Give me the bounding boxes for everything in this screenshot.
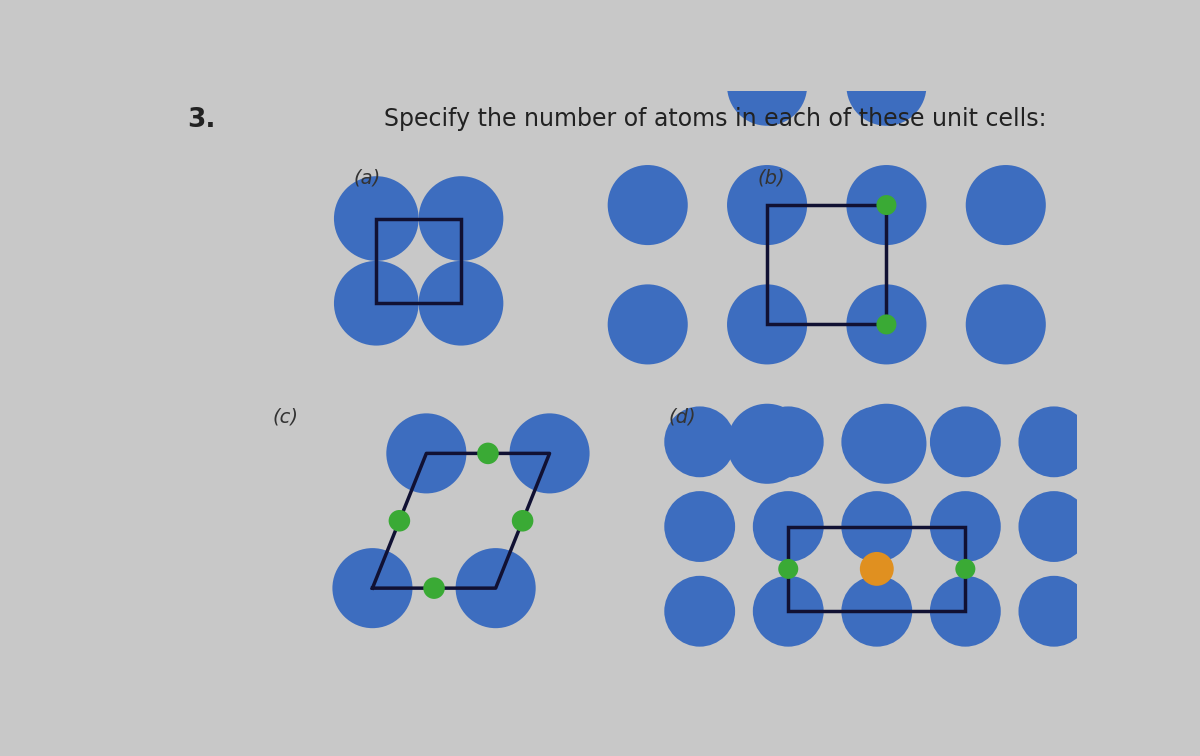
Circle shape <box>841 576 912 646</box>
Circle shape <box>727 284 808 364</box>
Text: (d): (d) <box>668 407 696 426</box>
Text: (c): (c) <box>272 407 299 426</box>
Circle shape <box>779 559 798 579</box>
Bar <box>788 526 965 612</box>
Circle shape <box>752 407 823 477</box>
Circle shape <box>512 510 533 531</box>
Circle shape <box>334 176 419 261</box>
Circle shape <box>607 284 688 364</box>
Circle shape <box>966 165 1046 245</box>
Text: (b): (b) <box>757 169 785 187</box>
Circle shape <box>841 491 912 562</box>
Circle shape <box>860 552 894 586</box>
Circle shape <box>955 559 976 579</box>
Circle shape <box>930 407 1001 477</box>
Circle shape <box>1019 491 1090 562</box>
Circle shape <box>510 414 589 494</box>
Text: (a): (a) <box>353 169 380 187</box>
Circle shape <box>419 261 503 345</box>
Circle shape <box>846 404 926 484</box>
Text: Specify the number of atoms in each of these unit cells:: Specify the number of atoms in each of t… <box>384 107 1046 131</box>
Circle shape <box>456 548 535 628</box>
Circle shape <box>930 576 1001 646</box>
Circle shape <box>752 576 823 646</box>
Circle shape <box>665 576 736 646</box>
Circle shape <box>846 284 926 364</box>
Circle shape <box>332 548 413 628</box>
Bar <box>767 205 887 324</box>
Circle shape <box>727 45 808 125</box>
Bar <box>377 218 461 303</box>
Circle shape <box>966 284 1046 364</box>
Circle shape <box>334 261 419 345</box>
Circle shape <box>727 165 808 245</box>
Circle shape <box>930 491 1001 562</box>
Circle shape <box>424 578 445 599</box>
Circle shape <box>386 414 467 494</box>
Circle shape <box>841 407 912 477</box>
Circle shape <box>752 491 823 562</box>
Circle shape <box>846 45 926 125</box>
Circle shape <box>665 491 736 562</box>
Circle shape <box>876 314 896 334</box>
Circle shape <box>665 407 736 477</box>
Text: 3.: 3. <box>187 107 216 133</box>
Circle shape <box>846 165 926 245</box>
Circle shape <box>389 510 410 531</box>
Circle shape <box>1019 407 1090 477</box>
Circle shape <box>727 404 808 484</box>
Circle shape <box>876 195 896 215</box>
Circle shape <box>419 176 503 261</box>
Circle shape <box>607 165 688 245</box>
Circle shape <box>1019 576 1090 646</box>
Circle shape <box>478 442 499 464</box>
